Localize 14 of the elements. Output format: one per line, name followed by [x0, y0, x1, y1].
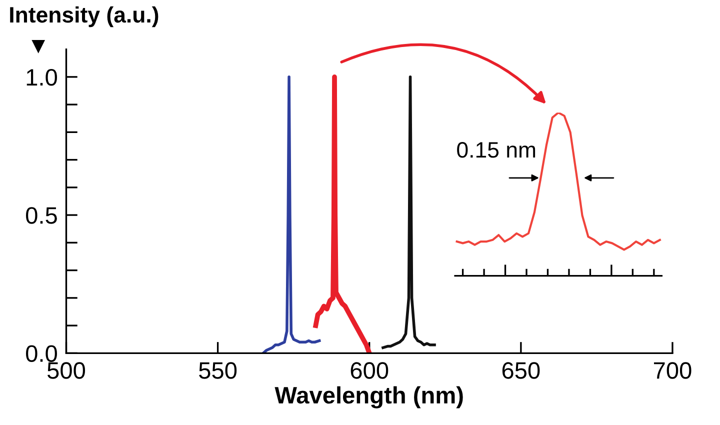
line-series [262, 76, 321, 354]
x-tick-label: 550 [199, 362, 237, 379]
y-tick-label: 0.5 [26, 207, 57, 224]
x-tick-label: 700 [654, 362, 692, 379]
x-tick-label: 500 [47, 362, 86, 379]
x-tick-label: 650 [502, 362, 540, 379]
x-axis-title: Wavelength (nm) [274, 386, 463, 408]
line-series [382, 76, 436, 350]
annotation: 0.15 nm [457, 142, 536, 158]
line-series [313, 74, 372, 354]
x-tick-label: 600 [350, 362, 388, 379]
y-axis-title: Intensity (a.u.) [10, 6, 158, 28]
y-tick-label: 1.0 [26, 68, 57, 86]
y-tick-label: 0.0 [26, 345, 57, 362]
